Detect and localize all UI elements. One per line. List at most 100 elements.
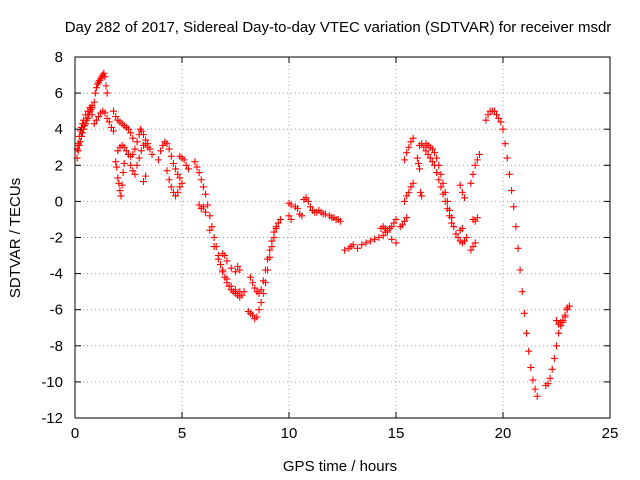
data-point	[90, 120, 98, 128]
data-point	[88, 111, 96, 119]
data-point	[182, 161, 190, 169]
data-point	[202, 208, 210, 216]
axis-ticks: 0 5 10 15 20 25 -12 -10 -8 -6 -4 -2 0 2 4 6 8	[41, 49, 618, 442]
data-point	[157, 147, 165, 155]
data-point	[392, 215, 400, 223]
data-point	[553, 342, 560, 350]
data-point	[110, 127, 118, 135]
data-point	[167, 152, 175, 160]
data-point	[255, 306, 263, 314]
data-point	[358, 241, 366, 249]
series-seg-k	[176, 152, 192, 173]
data-point	[208, 223, 216, 231]
data-point	[142, 172, 150, 180]
data-point	[495, 114, 503, 122]
data-point	[172, 165, 180, 173]
data-point	[129, 167, 137, 175]
data-point	[90, 98, 98, 106]
data-point	[274, 219, 282, 227]
data-point	[92, 116, 100, 124]
data-point	[268, 237, 276, 245]
data-point	[174, 188, 182, 196]
chart-title: Day 282 of 2017, Sidereal Day-to-day VTE…	[65, 19, 612, 36]
data-point	[523, 329, 531, 337]
data-point	[448, 214, 456, 222]
data-point	[548, 365, 556, 373]
data-point	[74, 140, 82, 148]
series-seg-i	[154, 138, 184, 182]
data-point	[223, 257, 231, 265]
data-point	[264, 255, 272, 263]
data-point	[287, 215, 295, 223]
x-axis-label: GPS time / hours	[283, 458, 397, 475]
y-tick-label: 8	[55, 49, 63, 66]
data-point	[508, 187, 516, 195]
data-point	[103, 114, 111, 122]
data-point	[456, 181, 464, 189]
data-point	[433, 154, 441, 162]
data-point	[80, 116, 88, 124]
data-point	[234, 262, 242, 270]
data-point	[101, 73, 109, 81]
data-point	[403, 192, 411, 200]
data-point	[529, 376, 537, 384]
data-point	[371, 235, 379, 243]
data-point	[409, 179, 417, 187]
data-point	[435, 161, 443, 169]
data-point	[270, 228, 278, 236]
data-point	[105, 118, 113, 126]
data-point	[137, 147, 145, 155]
data-point	[503, 154, 511, 162]
data-point	[172, 192, 180, 200]
data-point	[219, 266, 227, 274]
data-point	[501, 140, 509, 148]
data-point	[206, 226, 214, 234]
data-point	[131, 170, 139, 178]
data-point	[210, 234, 218, 241]
y-tick-label: 2	[55, 157, 63, 174]
data-point	[366, 237, 374, 245]
data-point	[114, 174, 122, 182]
data-point	[195, 169, 203, 177]
data-point	[525, 347, 533, 355]
series-seg-b	[88, 69, 111, 119]
series-seg-u	[396, 179, 417, 231]
data-point	[144, 140, 152, 148]
data-point	[120, 143, 128, 151]
data-point	[82, 111, 90, 119]
data-point	[139, 131, 147, 139]
series-seg-d	[110, 107, 137, 142]
data-point	[167, 183, 175, 191]
data-point	[76, 127, 84, 135]
y-tick-label: 6	[55, 85, 63, 102]
data-point	[467, 246, 475, 254]
series-seg-z	[452, 224, 471, 247]
data-point	[490, 107, 498, 115]
data-point	[388, 223, 396, 231]
data-point	[460, 237, 468, 245]
data-point	[148, 150, 156, 158]
data-point	[129, 134, 137, 142]
data-point	[178, 179, 186, 187]
data-point	[199, 203, 207, 211]
data-point	[77, 123, 85, 131]
data-point	[165, 176, 173, 184]
series-seg-o	[244, 215, 284, 323]
data-point	[336, 217, 344, 225]
data-point	[285, 212, 293, 220]
data-point	[446, 206, 453, 214]
data-point	[514, 244, 522, 252]
series-seg-x	[422, 140, 456, 222]
data-point	[78, 120, 86, 128]
y-tick-label: -8	[50, 338, 63, 355]
data-point	[435, 176, 443, 184]
series-seg-v	[401, 134, 417, 164]
x-tick-label: 0	[71, 425, 79, 442]
data-point	[518, 288, 526, 296]
data-point	[424, 150, 432, 158]
data-point	[165, 145, 173, 153]
data-point	[266, 246, 274, 254]
data-point	[210, 243, 218, 251]
data-point	[469, 243, 477, 251]
